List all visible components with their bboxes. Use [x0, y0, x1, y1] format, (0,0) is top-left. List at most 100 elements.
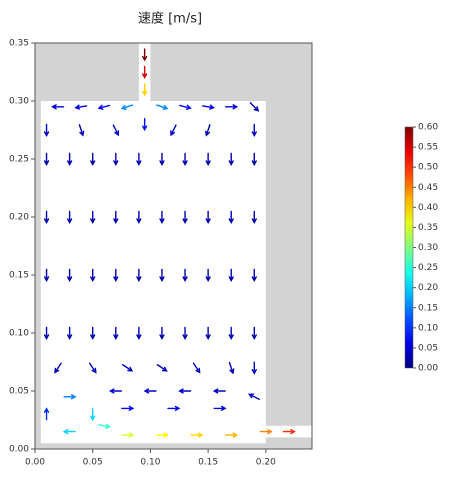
plot-frame: [34, 42, 313, 450]
velocity-arrow: [67, 326, 73, 340]
velocity-arrow: [74, 104, 88, 110]
velocity-arrow: [112, 124, 120, 137]
velocity-arrow: [121, 432, 135, 438]
velocity-arrow: [122, 364, 134, 372]
colorbar-tick-label: 0.35: [418, 223, 438, 233]
velocity-arrow: [43, 326, 50, 340]
velocity-arrow: [251, 268, 257, 282]
velocity-arrow: [182, 268, 188, 282]
velocity-arrow: [251, 361, 257, 375]
x-tick-label: 0.10: [140, 458, 160, 468]
fluid-region: [40, 43, 312, 444]
velocity-arrow: [113, 210, 119, 224]
velocity-arrow: [228, 268, 234, 282]
velocity-arrow: [136, 268, 142, 282]
colorbar-tick-label: 0.55: [418, 143, 438, 153]
colorbar-tick-label: 0.25: [418, 263, 438, 273]
velocity-arrow: [156, 364, 168, 372]
y-tick-label: 0.10: [9, 329, 29, 339]
velocity-arrow: [282, 428, 296, 435]
velocity-arrow: [63, 394, 77, 400]
y-tick-label: 0.05: [9, 387, 29, 397]
velocity-arrow: [90, 408, 96, 422]
velocity-arrow: [43, 152, 50, 166]
velocity-arrow: [136, 210, 142, 224]
velocity-arrow: [182, 210, 188, 224]
velocity-arrow: [251, 152, 257, 166]
velocity-arrow: [159, 268, 165, 282]
velocity-arrow: [228, 326, 234, 340]
velocity-arrow: [90, 268, 96, 282]
velocity-arrow: [205, 210, 211, 224]
chart-title: 速度 [m/s]: [138, 11, 202, 27]
velocity-arrow: [136, 152, 142, 166]
velocity-arrow: [212, 388, 226, 394]
colorbar: [404, 126, 414, 369]
velocity-arrow: [251, 326, 257, 340]
velocity-arrow: [259, 428, 273, 435]
velocity-arrow: [179, 104, 192, 110]
y-tick-label: 0.35: [9, 39, 29, 49]
velocity-arrow: [228, 361, 235, 375]
velocity-arrow: [98, 423, 112, 429]
velocity-arrow: [205, 268, 211, 282]
velocity-arrow: [67, 210, 73, 224]
velocity-arrow: [90, 152, 96, 166]
velocity-arrow: [142, 118, 148, 132]
velocity-arrow: [43, 268, 50, 282]
velocity-arrow: [159, 210, 165, 224]
colorbar-tick-label: 0.45: [418, 183, 438, 193]
velocity-arrow: [170, 124, 177, 137]
velocity-arrow: [182, 326, 188, 340]
velocity-arrow: [67, 268, 73, 282]
velocity-arrow: [190, 432, 204, 438]
velocity-arrow: [202, 104, 215, 110]
colorbar-tick-label: 0.10: [418, 323, 438, 333]
velocity-arrow: [136, 326, 142, 340]
velocity-arrow: [155, 432, 169, 438]
x-tick-label: 0.15: [198, 458, 218, 468]
colorbar-tick-label: 0.60: [418, 123, 438, 133]
colorbar-tick-label: 0.30: [418, 243, 438, 253]
velocity-arrow: [121, 405, 135, 412]
velocity-arrow: [249, 102, 260, 112]
velocity-arrow: [97, 104, 111, 110]
velocity-arrow: [156, 104, 169, 110]
velocity-arrow: [192, 362, 201, 374]
x-tick-label: 0.05: [83, 458, 103, 468]
velocity-arrow: [62, 428, 76, 435]
velocity-arrow: [159, 326, 165, 340]
y-tick-label: 0.20: [9, 213, 29, 223]
velocity-arrow: [225, 104, 239, 110]
velocity-arrow: [142, 83, 148, 97]
y-tick-label: 0.15: [9, 271, 29, 281]
velocity-arrow: [54, 362, 62, 374]
colorbar-tick-label: 0.40: [418, 203, 438, 213]
velocity-arrow: [78, 124, 85, 137]
x-tick-label: 0.00: [25, 458, 45, 468]
velocity-arrow: [142, 65, 148, 79]
colorbar-tick-label: 0.05: [418, 343, 438, 353]
colorbar-tick-label: 0.00: [418, 364, 438, 374]
velocity-arrow: [51, 104, 65, 110]
velocity-arrow: [120, 104, 134, 110]
velocity-arrow: [113, 152, 119, 166]
velocity-arrow: [167, 405, 181, 412]
velocity-arrow: [142, 48, 148, 62]
velocity-arrow: [143, 388, 157, 394]
velocity-arrow: [88, 362, 97, 374]
velocity-arrow: [225, 432, 239, 438]
velocity-arrow: [43, 210, 50, 224]
velocity-arrow: [248, 393, 260, 400]
velocity-arrow: [251, 210, 257, 224]
velocity-arrow: [213, 405, 227, 412]
y-tick-label: 0.00: [9, 445, 29, 455]
velocity-arrow: [90, 210, 96, 224]
velocity-arrow: [251, 123, 257, 137]
velocity-arrow: [205, 326, 211, 340]
velocity-arrow: [204, 124, 211, 137]
colorbar-tick-label: 0.20: [418, 283, 438, 293]
colorbar-tick-label: 0.50: [418, 163, 438, 173]
velocity-arrow: [159, 152, 165, 166]
velocity-arrow: [205, 152, 211, 166]
